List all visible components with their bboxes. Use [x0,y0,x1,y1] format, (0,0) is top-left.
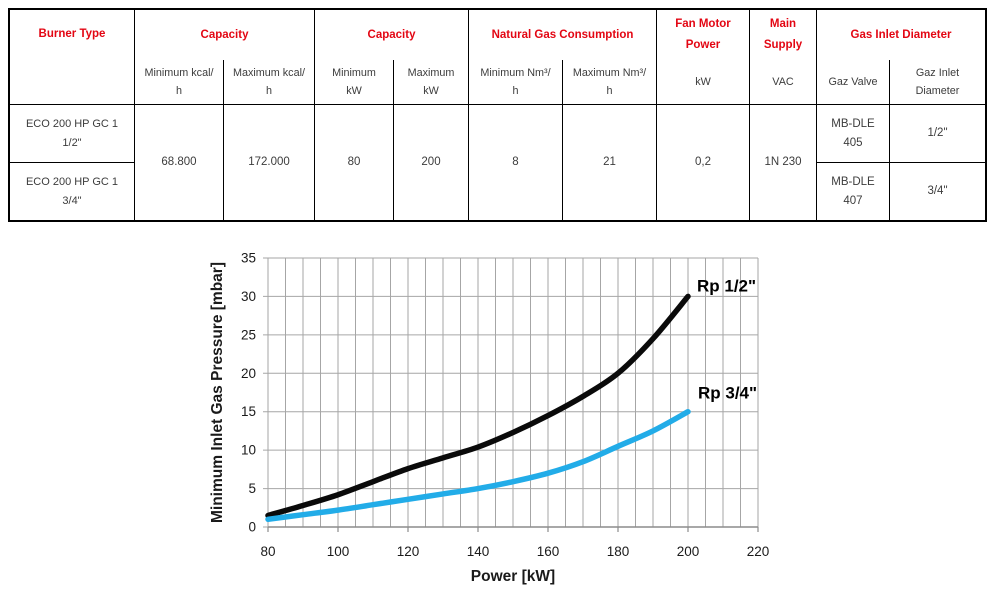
x-tick-label: 200 [677,544,700,559]
header-burner-type: Burner Type [10,10,135,105]
cell-max-nm3: 21 [563,105,657,220]
cell-gas-inlet-diameter-row1: 1/2" [890,105,985,163]
y-tick-label: 20 [241,366,256,381]
cell-gas-inlet-diameter-row2: 3/4" [927,185,948,198]
subheader-fan-kw: kW [657,60,750,105]
x-tick-label: 180 [607,544,630,559]
cell-gas-valve-row1: MB-DLE 405 [817,105,890,163]
y-tick-label: 30 [241,289,256,304]
subheader-gaz-valve: Gaz Valve [817,60,890,105]
subheader-gaz-inlet-diameter: Gaz Inlet Diameter [890,60,985,105]
subheader-vac: VAC [750,60,817,105]
cell-max-kcal: 172.000 [224,105,315,220]
x-axis-title: Power [kW] [471,568,555,585]
header-gas-inlet-diameter: Gas Inlet Diameter [850,28,952,41]
header-capacity-kcal: Capacity [135,10,315,60]
cell-gas-valve-row2: MB-DLE 407 [817,163,890,220]
curve-rp-half-inch [265,293,691,519]
x-tick-label: 160 [537,544,560,559]
x-tick-label: 220 [747,544,770,559]
y-axis-title: Minimum Inlet Gas Pressure [mbar] [209,262,226,523]
series-label-rp-half-inch: Rp 1/2" [697,276,756,295]
header-natural-gas-consumption: Natural Gas Consumption [469,10,657,60]
cell-min-nm3: 8 [469,105,563,220]
x-tick-label: 80 [260,544,275,559]
subheader-min-kcal: Minimum kcal/ h [135,60,224,105]
y-tick-label: 15 [241,404,256,419]
y-tick-label: 10 [241,443,256,458]
header-main-supply: Main Supply [750,10,817,60]
cell-min-kcal: 68.800 [135,105,224,220]
curve-rp-three-quarter-inch [265,408,691,523]
subheader-max-kcal: Maximum kcal/ h [224,60,315,105]
cell-burner-name-row2: ECO 200 HP GC 1 3/4" [10,163,135,220]
x-tick-label: 100 [327,544,350,559]
subheader-max-kw: Maximum kW [394,60,469,105]
y-tick-label: 35 [241,251,256,266]
series-label-rp-three-quarter-inch: Rp 3/4" [698,384,757,403]
y-tick-label: 25 [241,327,256,342]
y-tick-label: 5 [248,481,256,496]
subheader-max-nm3: Maximum Nm³/ h [563,60,657,105]
header-fan-motor-power: Fan Motor Power [657,10,750,60]
pressure-power-chart: 80 100 120 140 160 180 200 220 0 5 10 15 20 25 30 35 Pow… [209,251,770,586]
burner-spec-table: Burner Type Capacity Capacity Natural Ga… [8,8,987,222]
subheader-min-nm3: Minimum Nm³/ h [469,60,563,105]
x-tick-label: 140 [467,544,490,559]
cell-fan-motor-kw: 0,2 [657,105,750,220]
cell-burner-name-row1: ECO 200 HP GC 1 1/2" [10,105,135,163]
x-tick-label: 120 [397,544,420,559]
y-tick-label: 0 [248,520,256,535]
cell-max-kw: 200 [394,105,469,220]
header-capacity-kw: Capacity [315,10,469,60]
cell-main-supply-vac: 1N 230 [750,105,817,220]
subheader-min-kw: Minimum kW [315,60,394,105]
cell-min-kw: 80 [315,105,394,220]
